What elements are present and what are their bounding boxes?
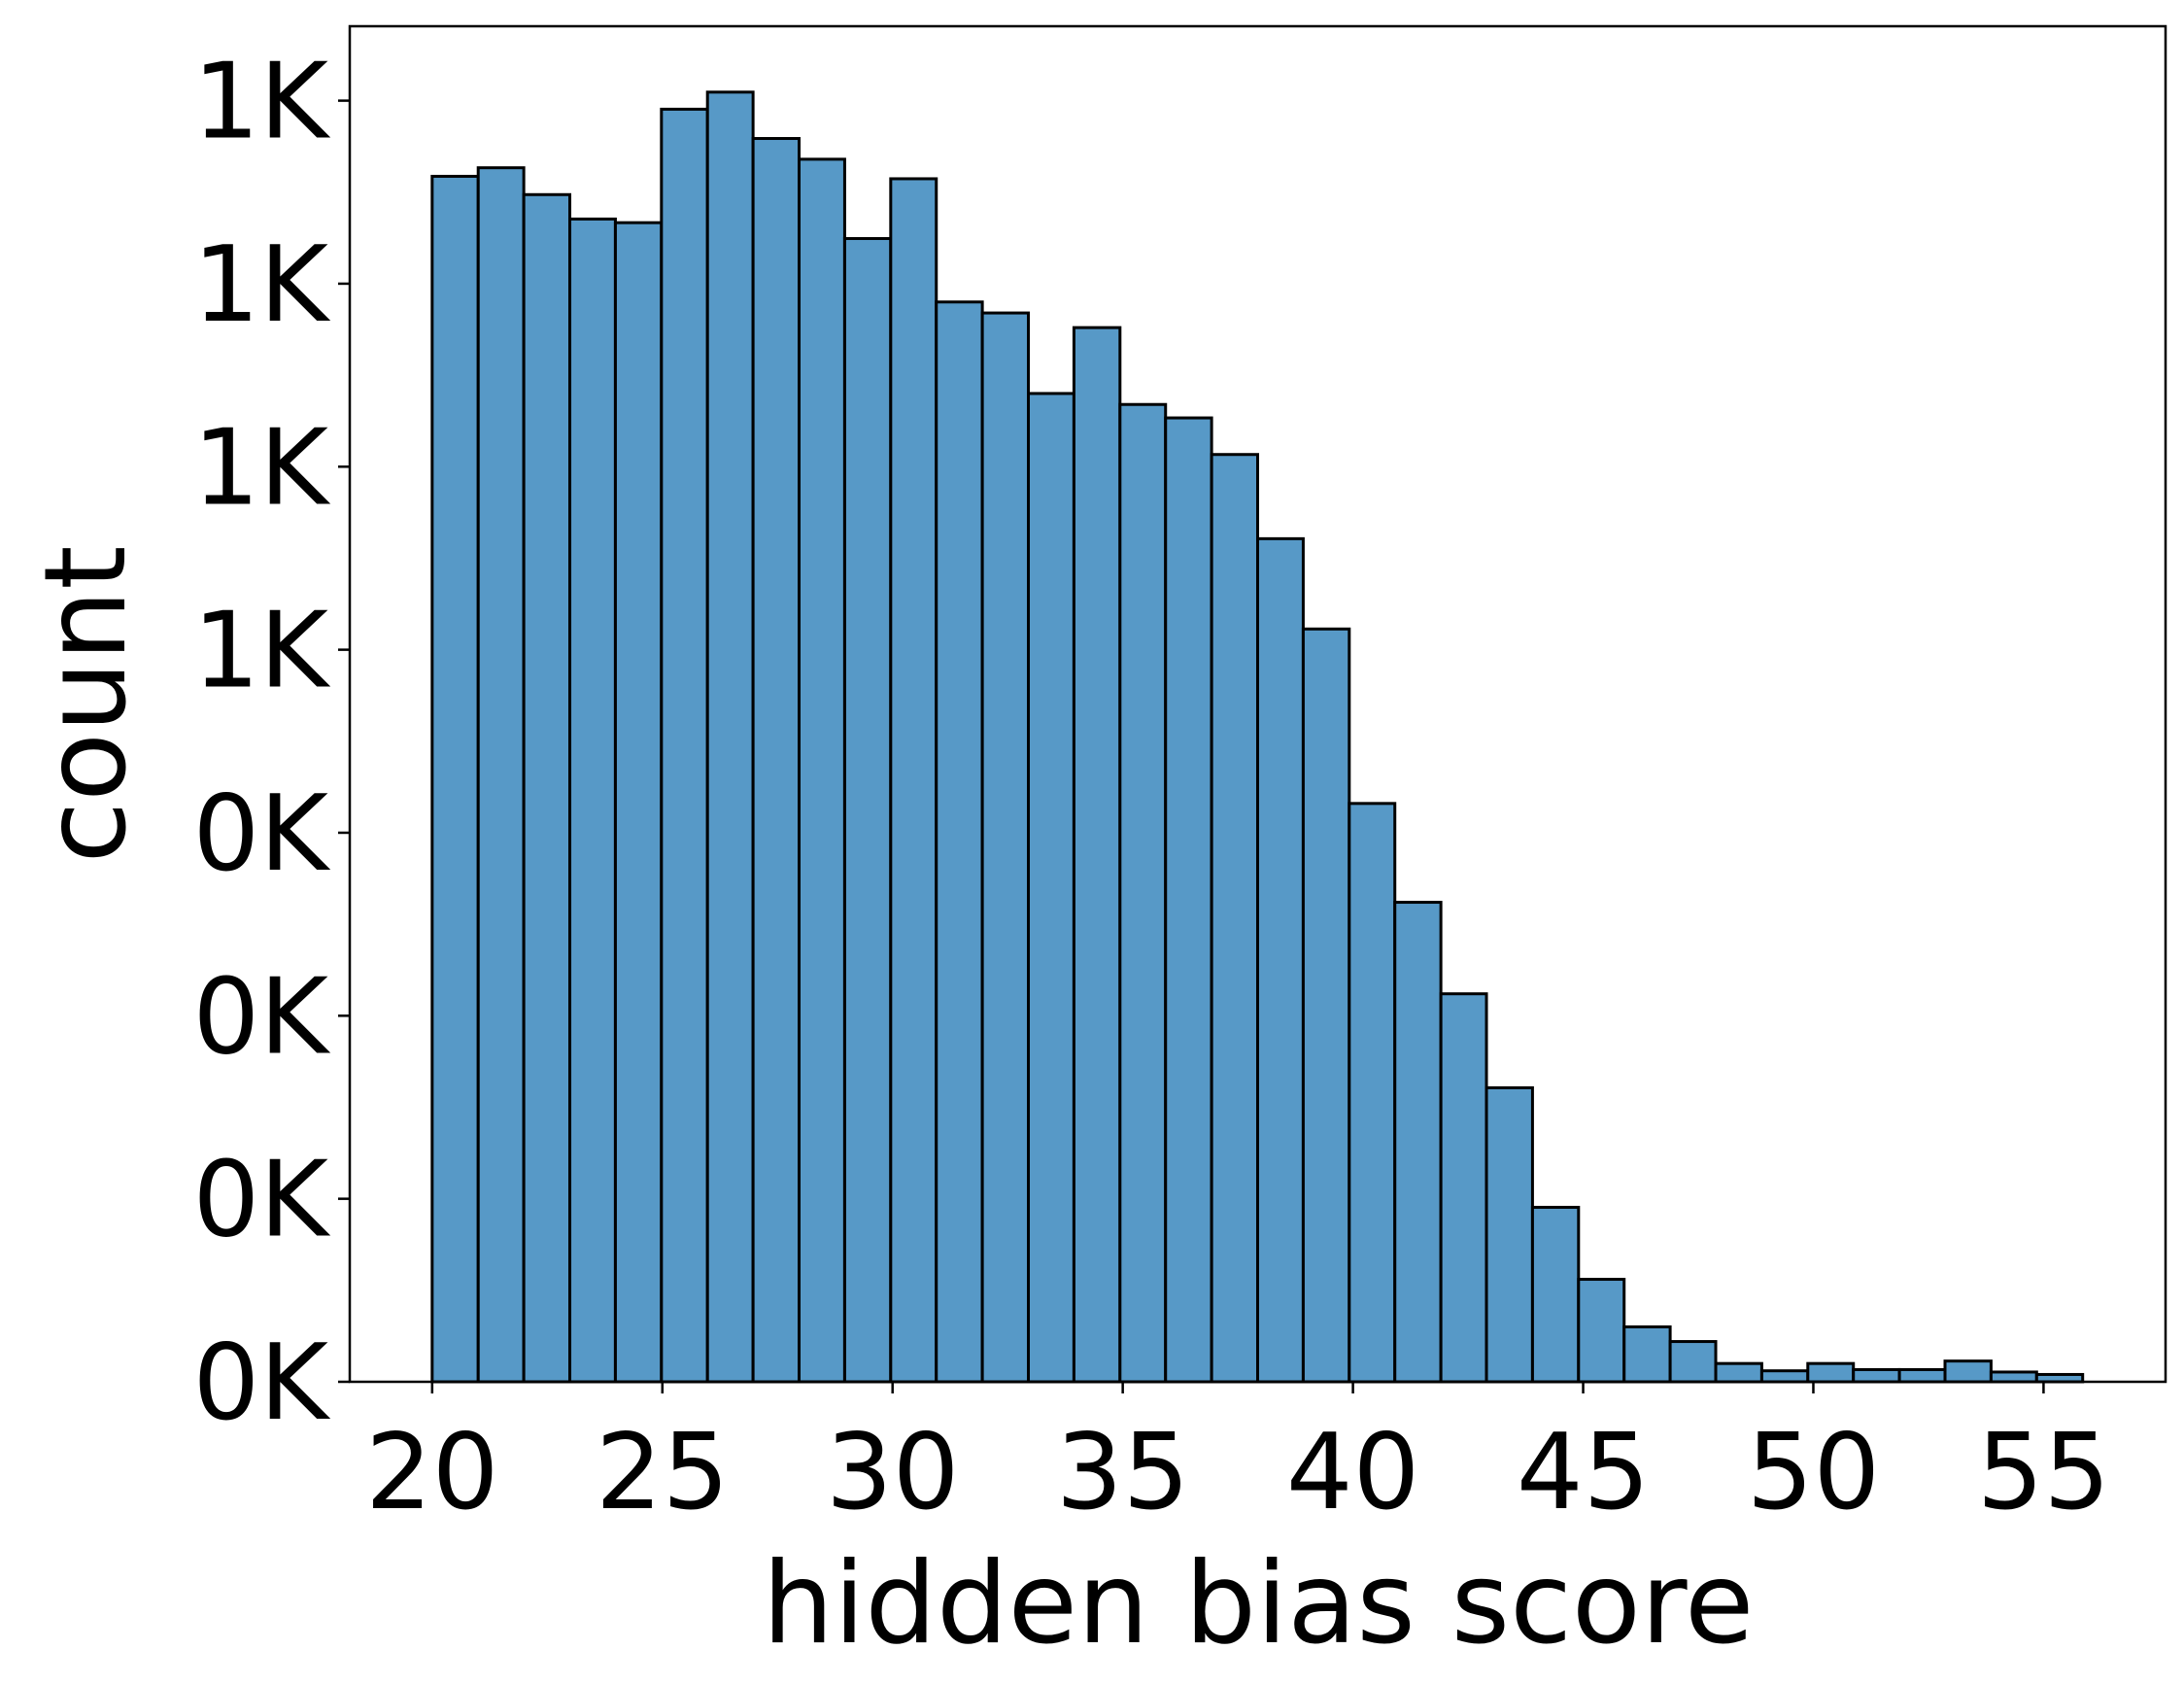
- bar: [842, 236, 893, 1384]
- bar: [1256, 536, 1305, 1384]
- bar: [798, 157, 846, 1384]
- bar: [568, 217, 617, 1384]
- bar: [1714, 1361, 1763, 1384]
- x-tick-label: 45: [1517, 1412, 1650, 1533]
- y-axis-label: count: [20, 545, 152, 863]
- bar: [1484, 1085, 1534, 1384]
- bar: [476, 166, 526, 1384]
- bar: [613, 221, 664, 1384]
- bar: [522, 192, 572, 1384]
- x-tick-label: 25: [596, 1412, 729, 1533]
- bar: [660, 107, 709, 1384]
- plot-frame: [348, 24, 2167, 1384]
- bar: [1072, 326, 1122, 1384]
- bar: [1759, 1369, 1810, 1384]
- bar: [1806, 1361, 1856, 1384]
- y-tick-label: 1K: [192, 224, 331, 346]
- bar: [1577, 1278, 1626, 1384]
- bar: [1668, 1340, 1718, 1384]
- bar: [1530, 1205, 1581, 1384]
- bar: [1118, 402, 1168, 1384]
- x-tick-label: 35: [1056, 1412, 1189, 1533]
- bar: [1943, 1359, 1993, 1384]
- bar: [1852, 1367, 1901, 1384]
- bar: [1622, 1324, 1672, 1384]
- x-tick-label: 50: [1747, 1412, 1880, 1533]
- bar: [980, 311, 1031, 1384]
- bar: [1348, 802, 1397, 1384]
- x-axis-label: hidden bias score: [763, 1538, 1755, 1669]
- bar: [705, 90, 755, 1384]
- bar: [1439, 992, 1488, 1384]
- bar: [1301, 627, 1351, 1384]
- x-tick-label: 20: [365, 1412, 498, 1533]
- bar: [751, 137, 802, 1384]
- y-tick-label: 0K: [192, 773, 331, 895]
- x-tick-label: 30: [826, 1412, 959, 1533]
- bar: [935, 300, 984, 1384]
- bar: [1210, 453, 1260, 1384]
- y-tick-label: 0K: [192, 956, 331, 1078]
- bar: [430, 174, 480, 1384]
- y-tick-label: 0K: [192, 1323, 331, 1444]
- bar: [889, 177, 938, 1384]
- x-tick-label: 55: [1977, 1412, 2110, 1533]
- bar: [1897, 1367, 1947, 1384]
- bar: [1164, 416, 1213, 1384]
- x-tick-label: 40: [1286, 1412, 1419, 1533]
- y-tick-label: 0K: [192, 1140, 331, 1261]
- bar: [1027, 392, 1075, 1384]
- y-tick-label: 1K: [192, 407, 331, 529]
- y-tick-label: 1K: [192, 42, 331, 163]
- y-tick-label: 1K: [192, 591, 331, 712]
- bar: [1989, 1370, 2038, 1384]
- bar: [1393, 901, 1443, 1384]
